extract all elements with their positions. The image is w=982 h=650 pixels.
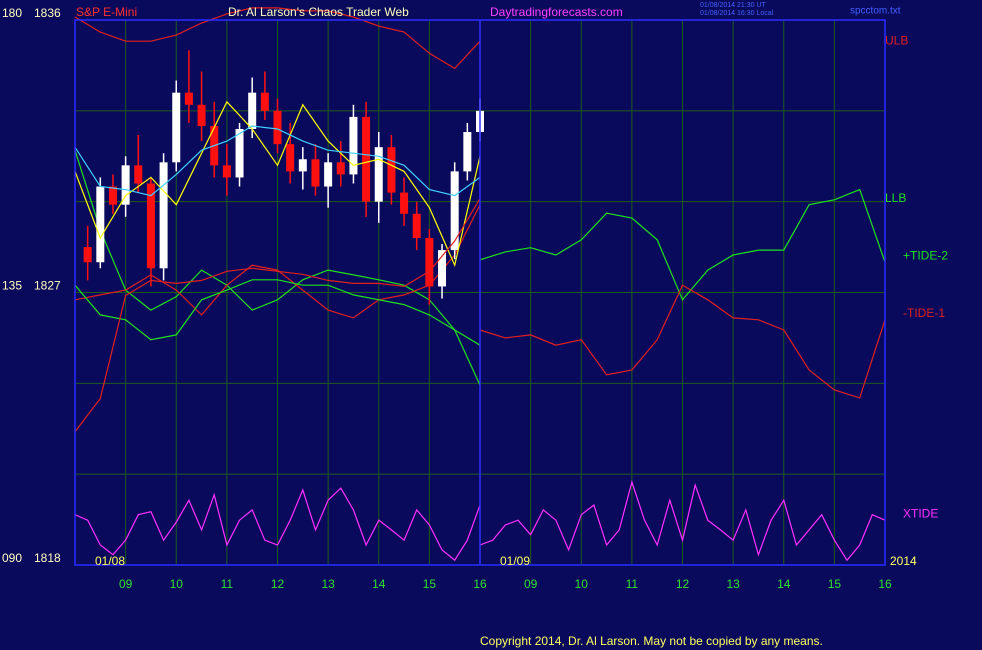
candle-body <box>184 92 193 105</box>
legend-label: +TIDE-2 <box>903 248 948 262</box>
legend-label: -TIDE-1 <box>903 306 945 320</box>
candle-body <box>438 250 447 287</box>
x-tick-label: 15 <box>423 577 437 591</box>
x-tick-label: 16 <box>878 577 892 591</box>
legend-label: LLB <box>885 191 906 205</box>
candle-body <box>298 159 307 172</box>
series-line <box>479 284 886 399</box>
candle-body <box>349 116 358 175</box>
timestamp: 01/08/2014 21:30 UT <box>700 2 766 9</box>
x-tick-label: 13 <box>726 577 740 591</box>
x-tick-label: 10 <box>575 577 589 591</box>
candle-body <box>336 162 345 175</box>
timestamp: 01/08/2014 16:30 Local <box>700 10 774 17</box>
y2-tick-label: 1836 <box>34 6 61 20</box>
x-tick-label: 09 <box>524 577 538 591</box>
series-line <box>74 7 481 70</box>
candle-body <box>159 162 168 269</box>
x-tick-label: 12 <box>676 577 690 591</box>
copyright: Copyright 2014, Dr. Al Larson. May not b… <box>480 634 823 648</box>
series-line <box>479 188 886 301</box>
series-line <box>74 100 481 268</box>
candle-body <box>146 183 155 269</box>
candle-body <box>400 192 409 214</box>
y-tick-label: 135 <box>2 279 22 293</box>
candle-body <box>387 147 396 193</box>
legend-label: XTIDE <box>903 506 938 520</box>
candle-body <box>96 186 105 263</box>
x-tick-label: 09 <box>119 577 133 591</box>
candle-body <box>222 165 231 178</box>
chart-title: Dr. Al Larson's Chaos Trader Web <box>228 5 409 19</box>
y2-tick-label: 1827 <box>34 279 61 293</box>
candle-body <box>311 159 320 187</box>
session-date: 01/08 <box>95 554 125 568</box>
x-tick-label: 14 <box>777 577 791 591</box>
file-name: spcctom.txt <box>850 6 901 17</box>
labels: S&P E-Mini Dr. Al Larson's Chaos Trader … <box>2 2 948 648</box>
y2-tick-label: 1818 <box>34 551 61 565</box>
candle-body <box>248 92 257 129</box>
series-line <box>479 479 886 562</box>
x-tick-label: 12 <box>271 577 285 591</box>
candle-body <box>83 247 92 263</box>
candle-body <box>197 104 206 126</box>
website: Daytradingforecasts.com <box>490 5 623 19</box>
candle-body <box>425 238 434 287</box>
x-tick-label: 13 <box>321 577 335 591</box>
series-line <box>74 279 481 346</box>
series-line <box>74 198 481 433</box>
candle-body <box>362 116 371 202</box>
session-date: 01/09 <box>500 554 530 568</box>
candle-body <box>121 165 130 205</box>
y-tick-label: 090 <box>2 551 22 565</box>
candle-body <box>235 129 244 178</box>
x-tick-label: 10 <box>170 577 184 591</box>
x-tick-label: 15 <box>828 577 842 591</box>
series-line <box>74 487 481 562</box>
candle-body <box>286 144 295 172</box>
x-tick-label: 14 <box>372 577 386 591</box>
y-tick-label: 180 <box>2 6 22 20</box>
x-tick-label: 16 <box>473 577 487 591</box>
series-line <box>74 204 481 319</box>
candle-body <box>108 186 117 205</box>
candle-body <box>273 110 282 145</box>
candle-body <box>134 165 143 184</box>
series-line <box>74 150 481 386</box>
candle-body <box>374 147 383 202</box>
candle-body <box>450 171 459 251</box>
series-line <box>74 125 481 197</box>
candle-body <box>463 132 472 172</box>
instrument: S&P E-Mini <box>76 5 137 19</box>
candle-body <box>412 213 421 238</box>
x-tick-label: 11 <box>221 577 234 591</box>
candle-body <box>324 162 333 187</box>
x-tick-label: 11 <box>626 577 639 591</box>
year-label: 2014 <box>890 554 917 568</box>
legend-label: ULB <box>885 33 908 47</box>
candle-body <box>172 92 181 163</box>
candle-body <box>260 92 269 111</box>
